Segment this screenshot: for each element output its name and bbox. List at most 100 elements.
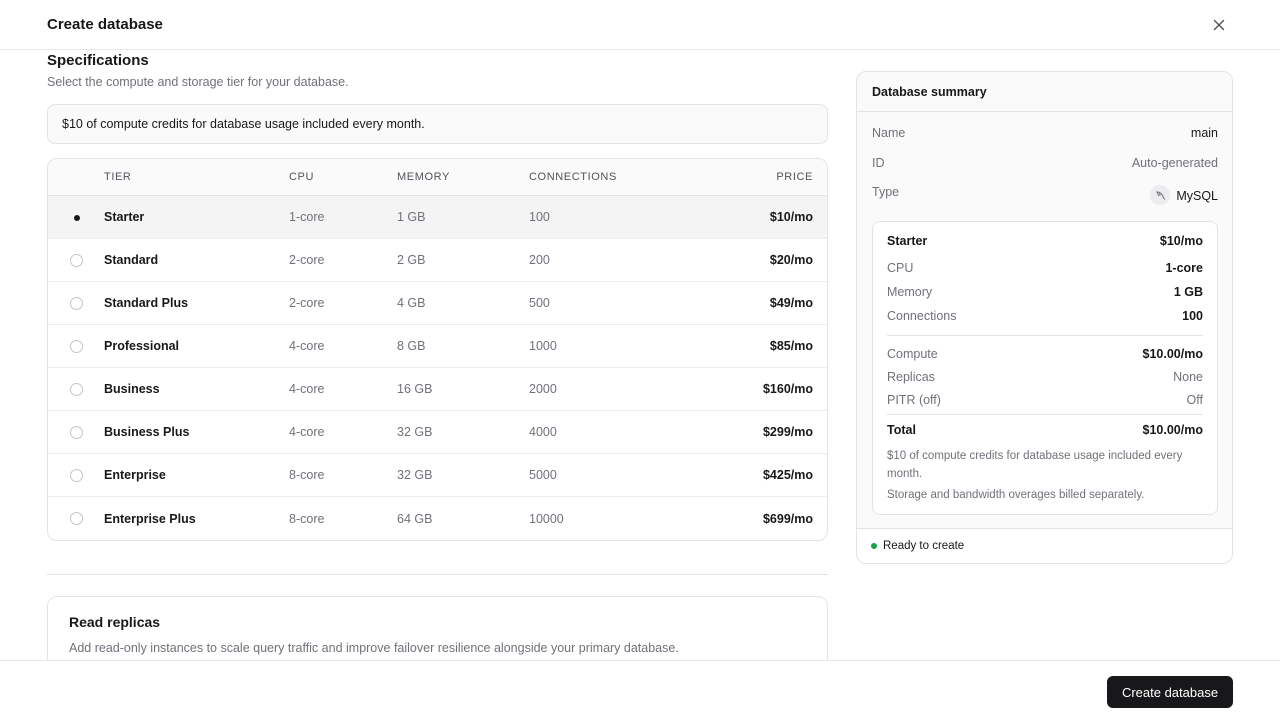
tier-card-connections-row: Connections 100 [887, 309, 1203, 323]
tier-price: $49/mo [769, 296, 813, 310]
tier-card-replicas-label: Replicas [887, 370, 935, 384]
tier-connections: 4000 [529, 425, 557, 439]
tier-card-pitr-value: Off [1186, 393, 1203, 407]
tier-card-connections-value: 100 [1182, 309, 1203, 323]
summary-type-value: MySQL [1176, 188, 1218, 203]
tier-price: $299/mo [762, 425, 813, 439]
tier-card-name: Starter [887, 234, 928, 248]
summary-name-value: main [1190, 126, 1218, 140]
tier-connections: 100 [529, 210, 550, 224]
tier-card-memory-row: Memory 1 GB [887, 285, 1203, 299]
tier-row-standard[interactable]: Standard 2-core 2 GB 200 $20/mo [48, 239, 827, 282]
header-memory: MEMORY [397, 171, 450, 183]
tier-price: $425/mo [762, 468, 813, 482]
tier-connections: 200 [529, 253, 550, 267]
tier-cpu: 2-core [289, 296, 325, 310]
tier-cpu: 4-core [289, 425, 325, 439]
tier-price: $20/mo [769, 253, 813, 267]
tier-card-compute-label: Compute [887, 347, 938, 361]
tier-card-connections-label: Connections [887, 309, 957, 323]
tier-card-memory-label: Memory [887, 285, 933, 299]
tier-cpu: 1-core [289, 210, 325, 224]
tier-name: Business [104, 382, 160, 396]
summary-status: Ready to create [857, 528, 1232, 563]
dialog-header: Create database [0, 0, 1280, 50]
tier-connections: 5000 [529, 468, 557, 482]
summary-name-label: Name [872, 126, 906, 140]
tier-card-replicas-row: Replicas None [887, 370, 1203, 384]
header-connections: CONNECTIONS [529, 171, 617, 183]
tier-cpu: 4-core [289, 339, 325, 353]
tier-name: Professional [104, 339, 180, 353]
tier-name: Standard Plus [104, 296, 189, 310]
tier-card-cpu-value: 1-core [1165, 261, 1203, 275]
tier-price: $85/mo [769, 339, 813, 353]
header-price: PRICE [776, 171, 813, 183]
dialog-title: Create database [47, 16, 163, 33]
read-replicas-description: Add read-only instances to scale query t… [69, 641, 679, 655]
tier-cpu: 8-core [289, 511, 325, 526]
tier-radio[interactable] [69, 425, 83, 439]
tier-connections: 500 [529, 296, 550, 310]
tier-card-total-value: $10.00/mo [1142, 423, 1203, 437]
tier-card-cpu-row: CPU 1-core [887, 261, 1203, 275]
tier-memory: 64 GB [397, 511, 433, 526]
create-database-button[interactable]: Create database [1107, 676, 1233, 708]
tier-radio[interactable] [69, 339, 83, 353]
tier-name: Starter [104, 210, 145, 224]
tier-radio[interactable] [69, 468, 83, 482]
tier-radio[interactable] [69, 382, 83, 396]
tier-card-total-label: Total [887, 423, 916, 437]
tier-table-header: TIER CPU MEMORY CONNECTIONS PRICE [48, 159, 827, 196]
credits-banner: $10 of compute credits for database usag… [47, 104, 828, 144]
tier-card-memory-value: 1 GB [1173, 285, 1203, 299]
tier-connections: 10000 [529, 511, 564, 526]
tier-card-separator [887, 414, 1203, 415]
tier-row-business-plus[interactable]: Business Plus 4-core 32 GB 4000 $299/mo [48, 411, 827, 454]
selected-tier-card: Starter $10/mo CPU 1-core Memory 1 GB Co… [872, 221, 1218, 515]
tier-price: $160/mo [762, 382, 813, 396]
tier-cpu: 8-core [289, 468, 325, 482]
tier-card-compute-row: Compute $10.00/mo [887, 347, 1203, 361]
summary-id-row: ID Auto-generated [872, 156, 1218, 170]
section-divider [47, 574, 828, 575]
tier-cpu: 2-core [289, 253, 325, 267]
tier-card-separator [887, 335, 1203, 336]
tier-row-starter[interactable]: Starter 1-core 1 GB 100 $10/mo [48, 196, 827, 239]
tier-row-business[interactable]: Business 4-core 16 GB 2000 $160/mo [48, 368, 827, 411]
summary-name-row: Name main [872, 126, 1218, 140]
tier-card-compute-value: $10.00/mo [1142, 347, 1203, 361]
status-text: Ready to create [883, 540, 965, 552]
tier-card-total-row: Total $10.00/mo [887, 423, 1203, 437]
tier-card-pitr-row: PITR (off) Off [887, 393, 1203, 407]
tier-connections: 2000 [529, 382, 557, 396]
tier-table: TIER CPU MEMORY CONNECTIONS PRICE Starte… [47, 158, 828, 541]
tier-radio[interactable] [69, 253, 83, 267]
tier-row-enterprise[interactable]: Enterprise 8-core 32 GB 5000 $425/mo [48, 454, 827, 497]
tier-card-header: Starter $10/mo [887, 234, 1203, 248]
tier-price: $699/mo [762, 511, 813, 526]
tier-card-cpu-label: CPU [887, 261, 914, 275]
tier-row-standard-plus[interactable]: Standard Plus 2-core 4 GB 500 $49/mo [48, 282, 827, 325]
tier-memory: 1 GB [397, 210, 426, 224]
tier-card-pitr-label: PITR (off) [887, 393, 941, 407]
tier-card-credits-note: $10 of compute credits for database usag… [887, 450, 1183, 480]
tier-cpu: 4-core [289, 382, 325, 396]
tier-card-replicas-value: None [1173, 370, 1203, 384]
credits-banner-text: $10 of compute credits for database usag… [62, 117, 425, 131]
tier-price: $10/mo [769, 210, 813, 224]
tier-radio[interactable] [70, 211, 83, 224]
dialog-footer: Create database [0, 660, 1280, 721]
tier-row-enterprise-plus[interactable]: Enterprise Plus 8-core 64 GB 10000 $699/… [48, 497, 827, 540]
status-dot [871, 543, 877, 549]
tier-row-professional[interactable]: Professional 4-core 8 GB 1000 $85/mo [48, 325, 827, 368]
tier-memory: 32 GB [397, 425, 433, 439]
tier-memory: 2 GB [397, 253, 426, 267]
tier-memory: 16 GB [397, 382, 433, 396]
tier-radio[interactable] [69, 296, 83, 310]
header-tier: TIER [104, 171, 132, 183]
tier-radio[interactable] [69, 512, 83, 525]
close-icon[interactable] [1209, 15, 1229, 35]
tier-name: Enterprise [104, 468, 166, 482]
dolphin-icon [1150, 185, 1171, 205]
